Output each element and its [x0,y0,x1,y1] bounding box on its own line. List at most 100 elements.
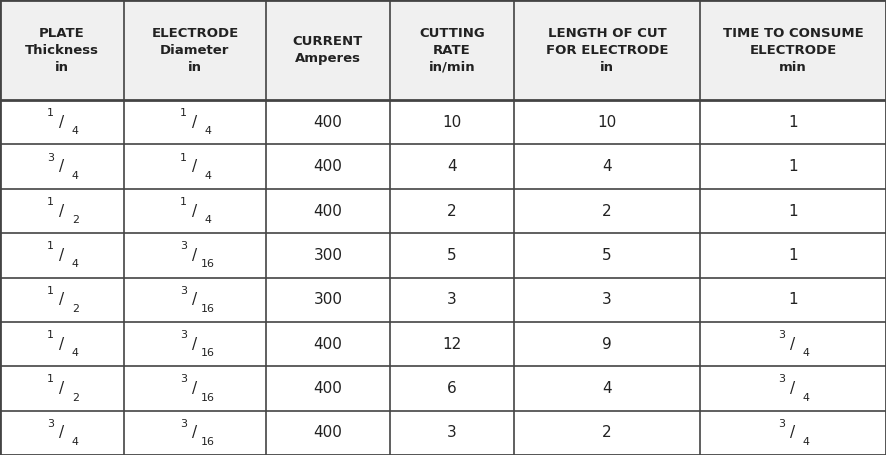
Text: /: / [192,292,198,307]
Bar [390,100,514,145]
Bar [0,189,124,233]
Text: 400: 400 [314,425,342,440]
Bar [266,145,390,189]
Text: 5: 5 [447,248,456,263]
Text: 3: 3 [180,241,187,251]
Text: /: / [192,425,198,440]
Bar [514,322,700,366]
Bar [390,366,514,410]
Bar [390,189,514,233]
Text: 400: 400 [314,381,342,396]
Bar [700,278,886,322]
Bar [700,189,886,233]
Text: /: / [192,381,198,396]
Text: /: / [59,292,65,307]
Text: /: / [192,159,198,174]
Text: 1: 1 [47,197,54,207]
Bar [0,145,124,189]
Text: 2: 2 [72,304,79,314]
Bar [124,0,266,100]
Bar [124,233,266,278]
Text: 4: 4 [803,437,810,447]
Text: 4: 4 [72,259,79,269]
Text: CURRENT
Amperes: CURRENT Amperes [292,35,363,65]
Text: 400: 400 [314,115,342,130]
Text: 3: 3 [180,374,187,384]
Text: /: / [192,203,198,218]
Bar [700,0,886,100]
Text: 1: 1 [789,292,797,307]
Bar [390,0,514,100]
Text: 300: 300 [314,292,342,307]
Text: 10: 10 [442,115,462,130]
Bar [700,100,886,145]
Bar [514,189,700,233]
Text: /: / [192,115,198,130]
Text: /: / [192,337,198,352]
Text: 2: 2 [72,215,79,225]
Text: 10: 10 [597,115,617,130]
Text: 3: 3 [778,419,785,429]
Text: /: / [59,159,65,174]
Text: 12: 12 [442,337,462,352]
Text: 4: 4 [72,348,79,358]
Text: 3: 3 [180,419,187,429]
Bar [390,233,514,278]
Text: 2: 2 [602,203,611,218]
Bar [0,322,124,366]
Bar [514,410,700,455]
Text: LENGTH OF CUT
FOR ELECTRODE
in: LENGTH OF CUT FOR ELECTRODE in [546,26,668,74]
Text: 400: 400 [314,159,342,174]
Bar [514,278,700,322]
Text: /: / [790,425,796,440]
Bar [124,100,266,145]
Text: /: / [59,115,65,130]
Text: 2: 2 [602,425,611,440]
Bar [124,410,266,455]
Bar [266,410,390,455]
Text: 1: 1 [180,197,187,207]
Bar [514,0,700,100]
Text: 4: 4 [803,348,810,358]
Bar [266,233,390,278]
Text: 2: 2 [447,203,456,218]
Text: 1: 1 [47,374,54,384]
Text: 3: 3 [47,419,54,429]
Text: /: / [59,425,65,440]
Text: 3: 3 [602,292,612,307]
Text: 16: 16 [201,393,215,403]
Bar [266,189,390,233]
Bar [514,233,700,278]
Text: 1: 1 [47,330,54,340]
Bar [124,322,266,366]
Text: 4: 4 [72,437,79,447]
Text: 1: 1 [47,286,54,296]
Text: 3: 3 [447,292,457,307]
Bar [124,145,266,189]
Text: /: / [59,337,65,352]
Text: 4: 4 [602,159,611,174]
Text: 5: 5 [602,248,611,263]
Text: 3: 3 [180,330,187,340]
Text: 1: 1 [789,203,797,218]
Bar [0,100,124,145]
Bar [0,278,124,322]
Text: 400: 400 [314,203,342,218]
Text: 1: 1 [789,115,797,130]
Bar [0,366,124,410]
Text: 3: 3 [778,330,785,340]
Bar [266,322,390,366]
Text: /: / [59,203,65,218]
Text: 9: 9 [602,337,612,352]
Text: /: / [790,337,796,352]
Bar [124,366,266,410]
Bar [0,410,124,455]
Text: 4: 4 [72,171,79,181]
Bar [700,145,886,189]
Bar [514,145,700,189]
Text: 1: 1 [789,248,797,263]
Text: 1: 1 [180,152,187,162]
Text: 4: 4 [205,171,212,181]
Text: 1: 1 [47,241,54,251]
Bar [266,100,390,145]
